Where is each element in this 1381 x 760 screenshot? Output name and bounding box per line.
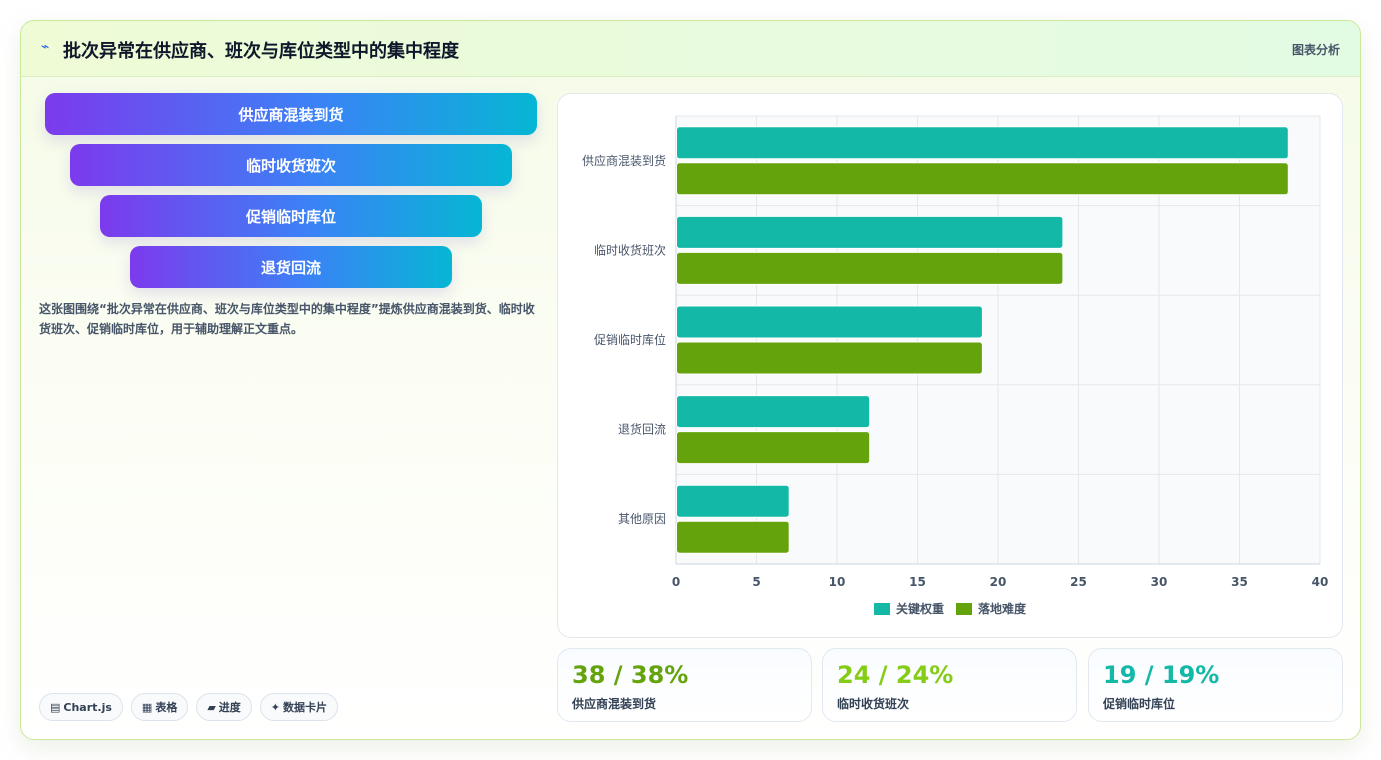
funnel-step-label: 促销临时库位: [245, 207, 336, 226]
y-tick-label: 其他原因: [618, 512, 666, 526]
chart-legend: 关键权重 落地难度: [558, 600, 1342, 617]
chart-description: 这张图围绕“批次异常在供应商、班次与库位类型中的集中程度”提炼供应商混装到货、临…: [39, 302, 535, 336]
x-tick-label: 20: [990, 575, 1007, 589]
funnel-step-label: 退货回流: [260, 258, 321, 277]
bar-2: [676, 520, 790, 554]
x-tick-label: 15: [909, 575, 926, 589]
funnel-step-2: 临时收货班次: [70, 144, 512, 186]
legend-item-series-1[interactable]: 关键权重: [873, 600, 944, 617]
tool-pills: ▤ Chart.js ▦ 表格 ▰ 进度 ✦ 数据卡片: [39, 693, 339, 721]
y-tick-label: 退货回流: [618, 422, 666, 437]
pill-label: 进度: [218, 701, 241, 714]
funnel-step-4: 退货回流: [130, 246, 452, 288]
bar-1: [676, 305, 983, 339]
bar-1: [676, 215, 1064, 249]
kpi-card-2: 24 / 24% 临时收货班次: [822, 648, 1077, 722]
x-tick-label: 30: [1151, 575, 1168, 589]
pill-data-card[interactable]: ✦ 数据卡片: [259, 693, 339, 721]
pill-label: 表格: [155, 701, 178, 714]
legend-item-series-2[interactable]: 落地难度: [956, 600, 1026, 617]
x-tick-label: 40: [1312, 575, 1329, 589]
pill-label: 数据卡片: [283, 701, 328, 714]
bar-1: [676, 484, 790, 518]
bar-1: [676, 395, 871, 429]
funnel-step-label: 临时收货班次: [245, 156, 336, 175]
kpi-value: 24 / 24%: [837, 661, 954, 689]
chart-card: ⌁ 批次异常在供应商、班次与库位类型中的集中程度 图表分析 供应商混装到货 临时…: [20, 20, 1361, 740]
x-tick-label: 10: [829, 575, 846, 589]
kpi-label: 促销临时库位: [1103, 697, 1176, 711]
table-icon: ▦: [141, 700, 153, 714]
kpi-label: 临时收货班次: [837, 697, 910, 711]
kpi-value: 38 / 38%: [572, 661, 689, 689]
pill-chartjs[interactable]: ▤ Chart.js: [39, 693, 123, 721]
x-tick-label: 0: [672, 575, 680, 589]
bar-1: [676, 126, 1289, 160]
trend-icon: ⌁: [41, 39, 50, 55]
bar-2: [676, 251, 1064, 285]
header-tag: 图表分析: [1291, 43, 1340, 57]
bar-2: [676, 341, 983, 375]
legend-swatch: [873, 602, 890, 615]
progress-icon: ▰: [207, 700, 216, 714]
pill-label: Chart.js: [63, 700, 112, 714]
legend-label: 落地难度: [978, 602, 1027, 616]
bar-2: [676, 162, 1289, 196]
page-title: 批次异常在供应商、班次与库位类型中的集中程度: [63, 41, 459, 62]
bar-chart-panel: 供应商混装到货临时收货班次 促销临时库位退货回流其他原因 0 5 10 15 20 25 30 3…: [557, 93, 1343, 638]
funnel-step-label: 供应商混装到货: [238, 105, 344, 124]
y-tick-label: 促销临时库位: [594, 332, 666, 347]
x-tick-label: 25: [1070, 575, 1087, 589]
legend-label: 关键权重: [895, 602, 944, 616]
chart-icon: ▤: [50, 700, 61, 714]
sparkle-icon: ✦: [270, 700, 281, 714]
y-tick-label: 临时收货班次: [594, 242, 666, 257]
kpi-value: 19 / 19%: [1103, 661, 1220, 689]
pill-progress[interactable]: ▰ 进度: [196, 693, 252, 721]
x-tick-label: 35: [1231, 575, 1248, 589]
kpi-label: 供应商混装到货: [572, 697, 657, 711]
x-tick-label: 5: [752, 575, 760, 589]
funnel-step-3: 促销临时库位: [100, 195, 482, 237]
y-tick-label: 供应商混装到货: [582, 153, 666, 168]
pill-table[interactable]: ▦ 表格: [130, 693, 189, 721]
legend-swatch: [956, 602, 972, 615]
card-header: ⌁ 批次异常在供应商、班次与库位类型中的集中程度 图表分析: [21, 21, 1360, 77]
bar-2: [676, 431, 871, 465]
kpi-card-1: 38 / 38% 供应商混装到货: [557, 648, 812, 722]
funnel-step-1: 供应商混装到货: [45, 93, 537, 135]
kpi-card-3: 19 / 19% 促销临时库位: [1088, 648, 1343, 722]
